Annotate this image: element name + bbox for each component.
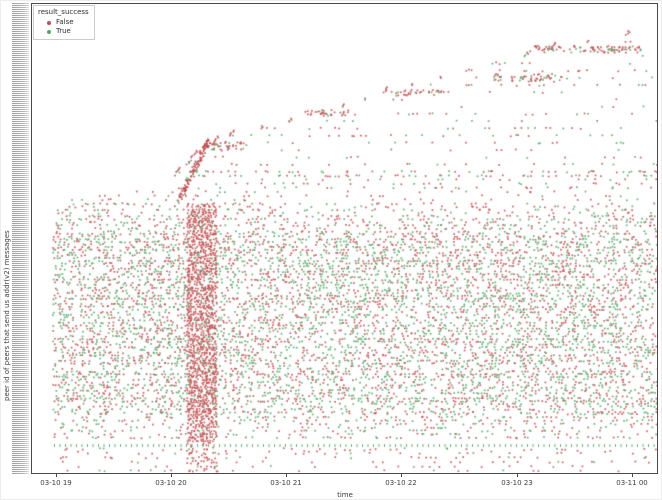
legend-marker-false-icon	[47, 20, 51, 25]
x-tick-mark	[517, 474, 518, 477]
x-tick-label: 03-10 20	[155, 479, 187, 487]
plot-area: result_success False True	[31, 3, 658, 474]
x-tick-label: 03-10 23	[501, 479, 533, 487]
x-tick-mark	[171, 474, 172, 477]
x-tick-label: 03-10 21	[270, 479, 302, 487]
x-tick-label: 03-10 19	[40, 479, 72, 487]
legend-entry-true: True	[38, 27, 89, 36]
legend-title: result_success	[38, 8, 89, 16]
x-tick-mark	[401, 474, 402, 477]
x-axis-label: time	[337, 491, 353, 499]
y-axis-label: peer id of peers that send us addr(v2) m…	[3, 230, 11, 401]
legend-entry-false: False	[38, 18, 89, 27]
legend-label-false: False	[56, 18, 74, 26]
legend: result_success False True	[33, 5, 95, 40]
x-tick-mark	[286, 474, 287, 477]
y-axis-tick-labels	[12, 3, 29, 474]
legend-label-true: True	[56, 27, 71, 35]
x-tick-mark	[632, 474, 633, 477]
x-tick-label: 03-11 00	[616, 479, 648, 487]
scatter-points-canvas	[32, 4, 657, 473]
legend-marker-true-icon	[47, 29, 51, 34]
x-tick-mark	[56, 474, 57, 477]
x-tick-label: 03-10 22	[385, 479, 417, 487]
